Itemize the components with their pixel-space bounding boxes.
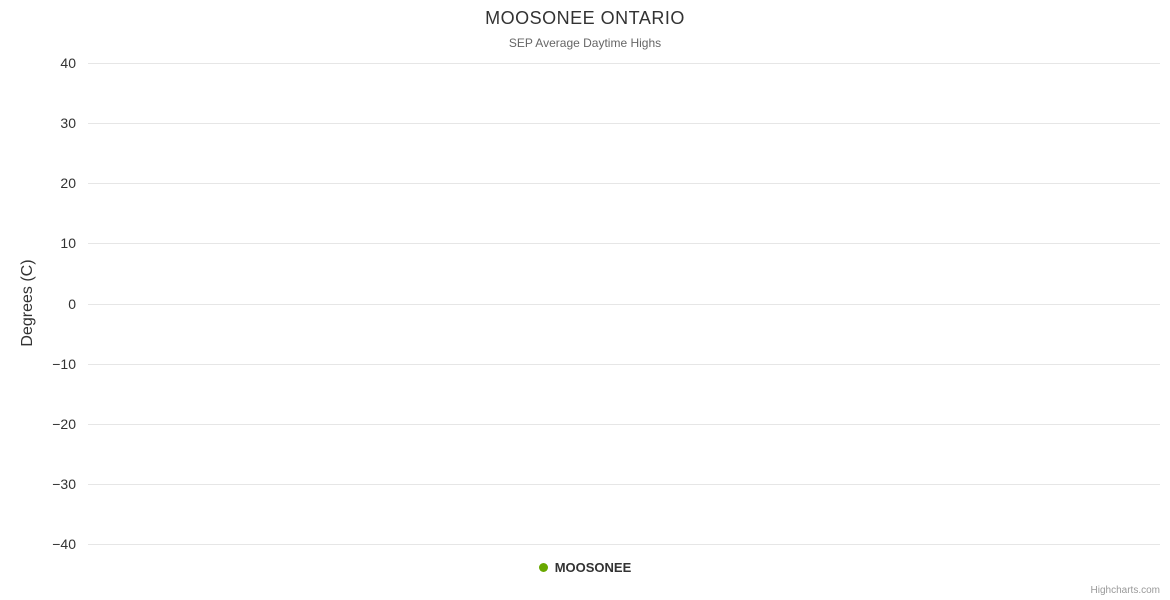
legend-series-label: MOOSONEE	[554, 560, 632, 575]
gridline	[88, 183, 1160, 185]
y-axis-tick-label: 40	[60, 55, 76, 71]
gridline	[88, 423, 1160, 425]
y-axis-tick-label: 10	[60, 235, 76, 252]
gridline	[88, 303, 1160, 305]
y-axis-tick-label: 20	[60, 175, 76, 192]
series-marker-icon	[538, 563, 548, 572]
highcharts-credits-link[interactable]: Highcharts.com	[1090, 585, 1160, 596]
chart-title: MOOSONEE ONTARIO	[485, 8, 685, 28]
y-axis-labels: 40 30 20 10 0 −10 −20 −30 −40	[0, 55, 76, 552]
gridline	[88, 483, 1160, 485]
gridline	[88, 63, 1160, 64]
y-axis-tick-label: −10	[52, 355, 76, 372]
gridline	[88, 123, 1160, 125]
y-axis-tick-label: −40	[52, 536, 76, 552]
gridline	[88, 363, 1160, 365]
y-axis-tick-label: −30	[52, 475, 76, 492]
y-axis-tick-label: −20	[52, 415, 76, 432]
gridline	[88, 243, 1160, 245]
y-axis-tick-label: 30	[60, 115, 76, 132]
legend: MOOSONEE	[0, 560, 1170, 575]
y-axis-tick-label: 0	[68, 295, 76, 312]
chart-subtitle: SEP Average Daytime Highs	[508, 36, 662, 50]
plot-area	[88, 63, 1160, 545]
gridline	[88, 544, 1160, 545]
legend-item-moosonee[interactable]: MOOSONEE	[538, 560, 632, 575]
